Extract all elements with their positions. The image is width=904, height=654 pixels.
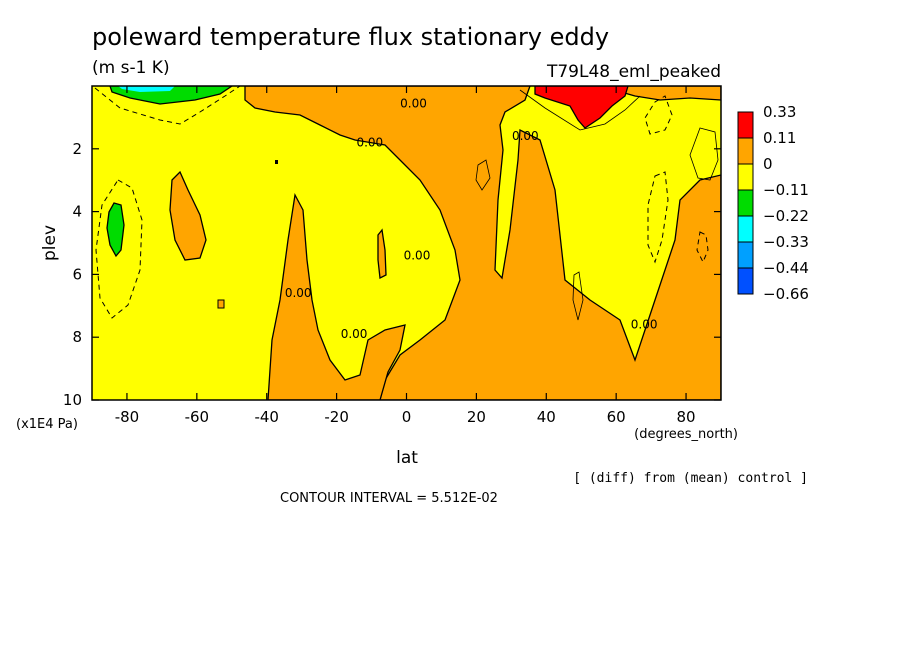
contour-label-5: 0.00: [341, 327, 368, 341]
x-axis-label: lat: [396, 448, 418, 468]
legend-label-5: −0.33: [763, 233, 809, 251]
x-tick-label-7: 60: [607, 408, 626, 426]
experiment-label: T79L48_eml_peaked: [546, 62, 721, 82]
x-tick-label-0: -80: [115, 408, 140, 426]
dashed-contour-right1: [647, 171, 669, 264]
dashed-contour-left: [95, 179, 143, 319]
dashed-contour-topleft: [94, 86, 241, 125]
legend-label-2: 0: [763, 155, 773, 173]
thin-contour-lower: [572, 271, 584, 321]
x-axis-ticks: -80 -60 -40 -20 0 20 40 60 80: [115, 86, 696, 426]
tiny-blob-1: [217, 299, 225, 309]
contour-label-1: 0.00: [400, 96, 427, 110]
region-orange-small: [377, 228, 387, 279]
y-tick-label-2: 6: [72, 265, 82, 283]
x-tick-label-2: -40: [254, 408, 279, 426]
x-tick-label-1: -60: [185, 408, 210, 426]
x-tick-label-6: 40: [537, 408, 556, 426]
y-tick-label-4: 10: [63, 391, 82, 409]
y-tick-label-3: 8: [72, 328, 82, 346]
units-label: (m s-1 K): [92, 58, 170, 78]
region-orange-lowerleft: [267, 192, 406, 400]
contour-label-2: 0.00: [512, 129, 539, 143]
legend-swatch-5: [737, 241, 754, 269]
y-tick-label-1: 4: [72, 203, 82, 221]
thin-contour-mid: [475, 159, 491, 191]
legend-swatch-1: [737, 137, 754, 165]
contour-label-3: 0.00: [285, 286, 312, 300]
y-tick-label-0: 2: [72, 140, 82, 158]
legend-swatch-4: [737, 215, 754, 243]
footnote: [ (diff) from (mean) control ]: [573, 471, 808, 486]
tiny-blob-2: [275, 160, 278, 164]
region-orange-topright: [599, 86, 721, 101]
thin-contour-right: [689, 127, 719, 181]
x-tick-label-4: 0: [402, 408, 412, 426]
dashed-contour-right3: [696, 231, 709, 264]
legend-swatch-6: [737, 267, 754, 295]
legend-swatch-2: [737, 163, 754, 191]
legend-label-3: −0.11: [763, 181, 809, 199]
x-tick-label-8: 80: [677, 408, 696, 426]
dashed-contour-right2: [644, 95, 673, 135]
contour-label-4: 0.00: [404, 249, 431, 263]
contour-field: [92, 86, 721, 400]
region-orange-central: [244, 86, 721, 400]
chart-title: poleward temperature flux stationary edd…: [92, 23, 609, 51]
legend-label-6: −0.44: [763, 259, 809, 277]
contour-labels: 0.00 0.00 0.00 0.00 0.00 0.00 0.00: [285, 96, 658, 341]
legend-label-0: 0.33: [763, 103, 796, 121]
y-axis-units: (x1E4 Pa): [16, 417, 78, 432]
contour-interval: CONTOUR INTERVAL = 5.512E-02: [280, 491, 498, 506]
y-axis-ticks: 2 4 6 8 10: [63, 140, 721, 409]
region-green-left: [106, 202, 125, 258]
contour-label-6: 0.00: [631, 318, 658, 332]
legend-label-4: −0.22: [763, 207, 809, 225]
legend-label-7: −0.66: [763, 285, 809, 303]
x-axis-units: (degrees_north): [634, 427, 738, 442]
x-tick-label-5: 20: [467, 408, 486, 426]
y-axis-label: plev: [40, 225, 60, 261]
legend-swatch-0: [737, 111, 754, 139]
thin-contour-red: [519, 89, 641, 131]
contour-label-0: 0.00: [356, 136, 383, 150]
region-orange-left: [169, 170, 207, 261]
region-cyan-top: [118, 86, 175, 92]
x-tick-label-3: -20: [324, 408, 349, 426]
region-red: [534, 86, 629, 129]
legend-swatch-3: [737, 189, 754, 217]
legend-label-1: 0.11: [763, 129, 796, 147]
color-legend: 0.33 0.11 0 −0.11 −0.22 −0.33 −0.44 −0.66: [737, 103, 809, 303]
